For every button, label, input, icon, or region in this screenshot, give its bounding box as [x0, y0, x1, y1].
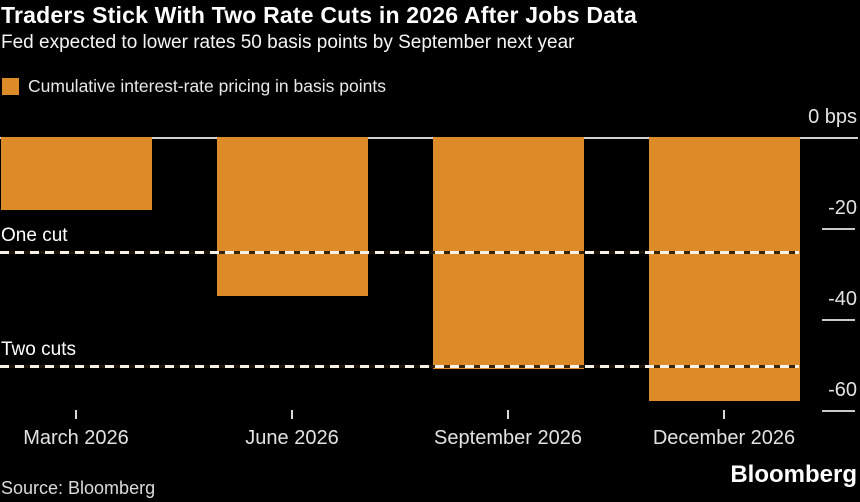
- chart-title: Traders Stick With Two Rate Cuts in 2026…: [1, 2, 637, 28]
- xtick-label-march-2026: March 2026: [23, 427, 129, 449]
- ytick-label-minus40: -40: [828, 288, 857, 310]
- ytick-label-0bps: 0 bps: [808, 106, 857, 128]
- xtick-label-june-2026: June 2026: [245, 427, 339, 449]
- chart-legend: Cumulative interest-rate pricing in basi…: [2, 75, 386, 97]
- bar-december-2026: [649, 137, 800, 401]
- xtick-label-september-2026: September 2026: [434, 427, 582, 449]
- ref-label-two-cuts: Two cuts: [1, 339, 76, 360]
- bloomberg-logo: Bloomberg: [730, 461, 857, 488]
- xtick-label-december-2026: December 2026: [652, 427, 796, 449]
- xtick-mark-june-2026: [291, 410, 293, 419]
- bar-march-2026: [1, 137, 152, 210]
- chart-subtitle: Fed expected to lower rates 50 basis poi…: [1, 32, 575, 53]
- xtick-mark-december-2026: [723, 410, 725, 419]
- bar-june-2026: [217, 137, 368, 296]
- ytick-label-minus20: -20: [828, 197, 857, 219]
- ref-line-two-cuts: [0, 365, 799, 368]
- source-credit: Source: Bloomberg: [1, 478, 156, 498]
- ytick-mark--20: [822, 228, 855, 230]
- xtick-mark-september-2026: [507, 410, 509, 419]
- zero-axis-line: [0, 137, 858, 139]
- ref-line-one-cut: [0, 251, 799, 254]
- xtick-mark-march-2026: [75, 410, 77, 419]
- ref-label-one-cut: One cut: [1, 225, 68, 246]
- ytick-label-minus60: -60: [828, 379, 857, 401]
- legend-label: Cumulative interest-rate pricing in basi…: [28, 75, 386, 96]
- legend-swatch-icon: [2, 77, 19, 95]
- ytick-mark--60: [822, 410, 855, 412]
- ytick-mark--40: [822, 319, 855, 321]
